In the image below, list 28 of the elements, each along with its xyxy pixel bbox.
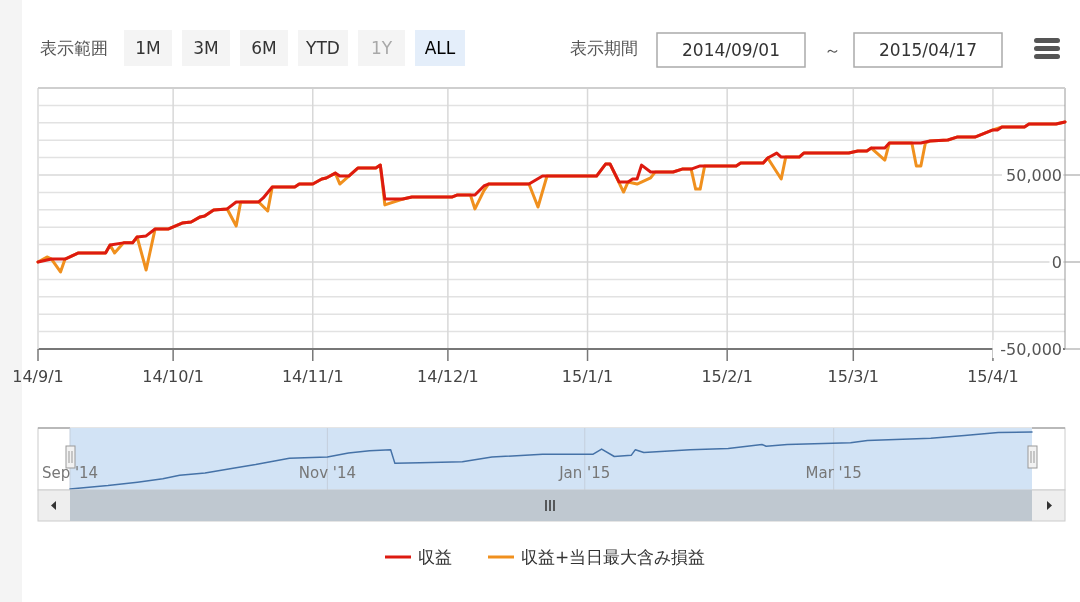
x-tick-label: 14/12/1 <box>417 367 479 386</box>
text: 1M <box>135 38 161 58</box>
x-tick-label: Jan '15 <box>558 464 611 482</box>
x-tick-label: 15/1/1 <box>561 367 614 386</box>
y-tick-label: -50,000 <box>1000 340 1062 359</box>
x-tick-label: Sep '14 <box>41 464 99 482</box>
text: 表示期間 <box>570 38 638 58</box>
text: ～ <box>823 40 841 60</box>
text: 2014/09/01 <box>682 40 780 60</box>
x-tick-label: 14/11/1 <box>281 367 344 386</box>
x-tick-label: 15/2/1 <box>701 367 753 386</box>
text: 1Y <box>370 38 393 58</box>
text: ALL <box>424 38 456 58</box>
x-tick-label: 14/10/1 <box>142 367 204 386</box>
text: 6M <box>251 38 277 58</box>
y-tick-label: 0 <box>1051 253 1062 272</box>
text: 2015/04/17 <box>879 40 977 60</box>
text: 3M <box>193 38 219 58</box>
y-tick-label: 50,000 <box>1006 166 1062 185</box>
text: YTD <box>305 38 340 58</box>
text: 表示範囲 <box>40 38 108 58</box>
x-tick-label: 15/4/1 <box>967 367 1019 386</box>
legend-label: 収益 <box>418 547 452 567</box>
x-tick-label: 14/9/1 <box>12 367 64 386</box>
x-tick-label: 15/3/1 <box>827 367 880 386</box>
x-tick-label: Mar '15 <box>805 464 862 482</box>
x-tick-label: Nov '14 <box>298 464 357 482</box>
legend-label: 収益+当日最大含み損益 <box>521 547 706 567</box>
